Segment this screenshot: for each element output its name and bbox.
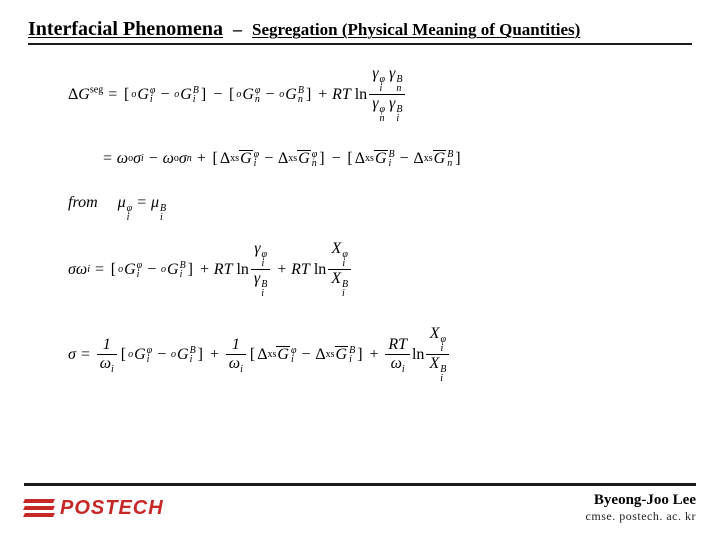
title-main: Interfacial Phenomena <box>28 18 223 41</box>
equation-4: σ = 1 ωi [ oGφi − oGBi ] + 1 ωi [ ΔxsGφi… <box>68 325 692 384</box>
slide: Interfacial Phenomena – Segregation (Phy… <box>0 0 720 540</box>
title-dash: – <box>233 19 242 40</box>
eq1-equals: = <box>103 87 122 103</box>
eq1-G: Gseg <box>78 87 103 103</box>
eq1-fraction: γφi γBn γφn γBi <box>369 65 405 124</box>
postech-logo-text: POSTECH <box>60 497 164 520</box>
footer-rule <box>24 483 696 486</box>
author-name: Byeong-Joo Lee <box>586 492 696 509</box>
title-row: Interfacial Phenomena – Segregation (Phy… <box>28 18 692 45</box>
title-subtitle: Segregation (Physical Meaning of Quantit… <box>252 20 580 40</box>
footer: POSTECH Byeong-Joo Lee cmse. postech. ac… <box>0 483 720 524</box>
equation-from: from μφi = μBi <box>68 194 692 222</box>
postech-logo: POSTECH <box>24 497 164 520</box>
equation-1: Δ Gseg = [ oGφi − oGBi ] − [ oGφn − oGBn… <box>68 65 692 124</box>
author-url: cmse. postech. ac. kr <box>586 509 696 524</box>
equation-3: σωi = [ oGφi − oGBi ] + RT ln γφi γBi + … <box>68 240 692 299</box>
equation-2: = ωoσi − ωoσn + [ ΔxsGφi − ΔxsGφn ] − [ … <box>98 150 692 168</box>
author-block: Byeong-Joo Lee cmse. postech. ac. kr <box>586 492 696 524</box>
eq1-delta: Δ <box>68 87 78 103</box>
postech-logo-icon <box>24 499 54 517</box>
